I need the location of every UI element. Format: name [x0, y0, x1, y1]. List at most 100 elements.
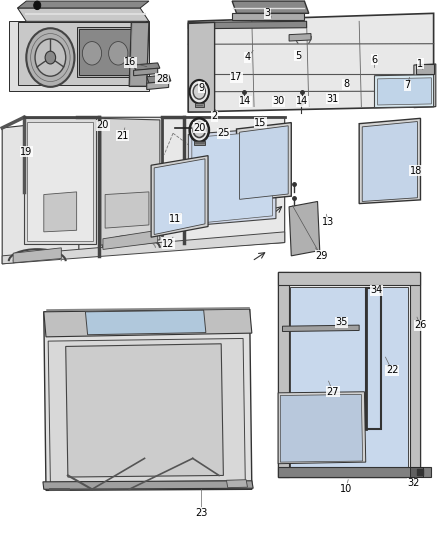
Polygon shape [278, 392, 366, 464]
Polygon shape [416, 64, 434, 74]
Text: 16: 16 [124, 58, 137, 67]
Polygon shape [278, 272, 420, 477]
Polygon shape [79, 29, 136, 75]
Polygon shape [103, 230, 158, 249]
Polygon shape [410, 467, 423, 477]
Text: 11: 11 [169, 214, 181, 223]
Polygon shape [134, 68, 158, 76]
Polygon shape [101, 118, 160, 245]
Polygon shape [280, 394, 363, 462]
Text: 17: 17 [230, 72, 243, 82]
Circle shape [35, 39, 66, 76]
Text: 22: 22 [386, 366, 398, 375]
Text: 34: 34 [371, 286, 383, 295]
Polygon shape [188, 21, 307, 29]
Polygon shape [77, 27, 138, 77]
Text: 32: 32 [408, 479, 420, 488]
Circle shape [82, 42, 102, 65]
Text: 26: 26 [414, 320, 427, 330]
Text: 18: 18 [410, 166, 422, 175]
Circle shape [190, 118, 209, 142]
Polygon shape [378, 78, 431, 105]
Text: 29: 29 [316, 251, 328, 261]
Polygon shape [147, 75, 171, 83]
Text: 21: 21 [117, 131, 129, 141]
Text: 27: 27 [327, 387, 339, 397]
Polygon shape [359, 118, 420, 204]
Text: 28: 28 [156, 74, 168, 84]
Circle shape [109, 42, 128, 65]
Polygon shape [18, 8, 149, 21]
Text: 35: 35 [336, 318, 348, 327]
Polygon shape [18, 22, 140, 85]
Polygon shape [13, 248, 61, 263]
Text: 15: 15 [254, 118, 267, 127]
Polygon shape [232, 13, 304, 20]
Circle shape [193, 84, 205, 99]
Polygon shape [44, 309, 252, 337]
Polygon shape [48, 338, 245, 482]
Text: 4: 4 [244, 52, 251, 62]
Polygon shape [188, 13, 434, 112]
Polygon shape [27, 122, 93, 241]
Circle shape [190, 80, 209, 103]
Polygon shape [289, 34, 311, 41]
Polygon shape [151, 156, 208, 237]
Text: 19: 19 [20, 147, 32, 157]
Text: 14: 14 [296, 96, 308, 106]
Polygon shape [24, 118, 96, 244]
Polygon shape [237, 123, 291, 201]
Polygon shape [43, 481, 253, 489]
Polygon shape [414, 64, 436, 108]
Polygon shape [192, 131, 272, 224]
Polygon shape [232, 1, 309, 13]
Text: 20: 20 [193, 123, 205, 133]
Polygon shape [283, 325, 359, 332]
Text: 31: 31 [327, 94, 339, 103]
Polygon shape [374, 75, 434, 108]
Text: 25: 25 [217, 128, 230, 138]
Polygon shape [134, 63, 160, 70]
Polygon shape [278, 272, 289, 477]
Polygon shape [9, 21, 149, 91]
Polygon shape [410, 272, 420, 477]
Circle shape [26, 28, 74, 87]
Text: 3: 3 [264, 9, 270, 18]
Text: 14: 14 [239, 96, 251, 106]
Text: 12: 12 [162, 239, 175, 248]
Text: 9: 9 [198, 83, 205, 93]
Text: 20: 20 [97, 120, 109, 130]
Polygon shape [226, 480, 247, 488]
Circle shape [34, 1, 41, 10]
Polygon shape [85, 310, 206, 335]
Text: 1: 1 [417, 59, 424, 69]
Polygon shape [2, 232, 285, 264]
Text: 6: 6 [371, 55, 378, 64]
Polygon shape [278, 272, 420, 285]
Polygon shape [129, 22, 149, 86]
Polygon shape [289, 201, 320, 256]
Text: 10: 10 [340, 484, 352, 494]
Polygon shape [66, 344, 223, 477]
Polygon shape [290, 287, 408, 472]
Text: 7: 7 [404, 80, 410, 90]
Text: 5: 5 [295, 51, 301, 61]
Text: 23: 23 [195, 508, 208, 518]
Circle shape [193, 123, 205, 138]
Polygon shape [147, 81, 169, 90]
Polygon shape [105, 192, 149, 228]
Polygon shape [240, 126, 288, 199]
Polygon shape [44, 192, 77, 232]
Polygon shape [278, 467, 431, 477]
Polygon shape [188, 128, 276, 226]
Polygon shape [154, 159, 205, 235]
Text: 8: 8 [343, 79, 349, 89]
Polygon shape [195, 103, 204, 107]
Polygon shape [2, 117, 101, 264]
Text: 2: 2 [212, 111, 218, 121]
Polygon shape [194, 141, 205, 145]
Polygon shape [362, 122, 417, 201]
Text: 30: 30 [272, 96, 284, 106]
Polygon shape [44, 309, 252, 490]
Polygon shape [188, 22, 215, 112]
